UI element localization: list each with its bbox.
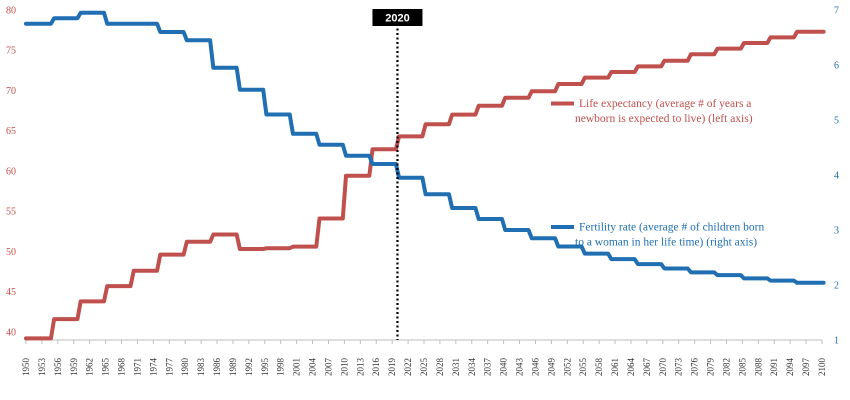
x-axis-tick-label: 2034 xyxy=(467,358,477,377)
x-axis-tick-label: 1965 xyxy=(101,358,111,377)
right-axis-tick-label: 6 xyxy=(834,61,839,72)
x-axis-tick-label: 1989 xyxy=(228,358,238,377)
x-axis-tick-label: 1986 xyxy=(212,358,222,377)
fertility-rate-line xyxy=(24,10,826,285)
legend-life-line-2: newborn is expected to live) (left axis) xyxy=(575,113,753,125)
right-axis-tick-label: 4 xyxy=(834,171,839,182)
right-axis-tick-label: 3 xyxy=(834,226,839,237)
x-axis-tick-label: 2061 xyxy=(610,358,620,376)
x-axis-tick-label: 2082 xyxy=(721,358,731,376)
x-axis-tick-label: 2100 xyxy=(817,358,827,377)
x-axis-tick-label: 2040 xyxy=(499,357,509,376)
x-axis-tick-label: 2073 xyxy=(674,358,684,377)
legend-life-expectancy: Life expectancy (average # of years a ne… xyxy=(551,98,753,125)
left-axis-tick-label: 80 xyxy=(6,6,16,17)
legend-life-line-1: Life expectancy (average # of years a xyxy=(579,98,751,110)
x-axis-tick-label: 1968 xyxy=(117,358,127,377)
x-axis-tick-label: 1995 xyxy=(260,358,270,377)
x-axis-tick-label: 1971 xyxy=(132,358,142,376)
left-axis-tick-label: 45 xyxy=(6,287,16,298)
x-axis-tick-label: 2094 xyxy=(785,358,795,377)
x-axis-tick-label: 2004 xyxy=(308,358,318,377)
x-axis-tick-label: 1953 xyxy=(37,358,47,377)
x-axis-tick-label: 2046 xyxy=(530,358,540,377)
right-axis-tick-label: 2 xyxy=(834,281,839,292)
x-axis-tick-label: 2025 xyxy=(419,358,429,377)
left-axis-tick-label: 40 xyxy=(6,327,16,338)
x-axis-tick-label: 2052 xyxy=(562,358,572,376)
left-axis-tick-label: 65 xyxy=(6,126,16,137)
x-axis-tick-label: 1992 xyxy=(244,358,254,376)
x-axis-tick-label: 2043 xyxy=(515,358,525,377)
legend-fertility-line-2: to a woman in her life time) (right axis… xyxy=(575,237,757,249)
x-axis-tick-label: 2091 xyxy=(769,358,779,376)
x-axis-tick-label: 2076 xyxy=(690,358,700,377)
x-axis-tick-label: 1998 xyxy=(276,358,286,377)
x-axis-tick-label: 1959 xyxy=(69,358,79,377)
left-axis-tick-label: 50 xyxy=(6,247,16,258)
x-axis-tick-label: 2064 xyxy=(626,358,636,377)
x-axis-tick-label: 1956 xyxy=(53,358,63,377)
x-axis-tick-label: 2028 xyxy=(435,358,445,377)
x-axis-tick-label: 2001 xyxy=(292,358,302,376)
x-axis-tick-label: 2022 xyxy=(403,358,413,376)
marker-box xyxy=(372,9,423,26)
x-axis-tick-label: 1983 xyxy=(196,358,206,377)
left-axis-tick-label: 55 xyxy=(6,207,16,218)
right-axis-tick-label: 5 xyxy=(834,116,839,127)
left-axis-tick-label: 60 xyxy=(6,166,16,177)
x-axis-tick-label: 2088 xyxy=(753,358,763,377)
x-axis-tick-label: 2097 xyxy=(801,358,811,377)
legend-fertility-rate: Fertility rate (average # of children bo… xyxy=(551,222,764,249)
right-axis-tick-label: 1 xyxy=(834,336,839,347)
x-axis-tick-label: 2019 xyxy=(387,358,397,377)
x-axis-tick-label: 2058 xyxy=(594,358,604,377)
x-axis-tick-label: 1980 xyxy=(180,358,190,377)
left-axis-tick-label: 70 xyxy=(6,86,16,97)
left-axis-tick-label: 75 xyxy=(6,46,16,57)
x-axis-tick-label: 2049 xyxy=(546,358,556,377)
life-expectancy-line xyxy=(24,29,826,341)
x-axis-tick-label: 2016 xyxy=(371,358,381,377)
x-axis-tick-label: 2013 xyxy=(355,358,365,377)
x-axis-tick-label: 2070 xyxy=(658,358,668,377)
x-axis-tick-label: 2079 xyxy=(706,358,716,377)
x-axis-tick-label: 2010 xyxy=(339,358,349,377)
x-axis-tick-label: 2031 xyxy=(451,358,461,376)
x-axis-tick-label: 2067 xyxy=(642,358,652,377)
x-axis-tick-label: 1974 xyxy=(148,358,158,377)
x-axis-tick-label: 1977 xyxy=(164,358,174,377)
year-marker: 2020 xyxy=(372,9,423,340)
marker-label: 2020 xyxy=(385,13,409,25)
x-axis-tick-label: 2055 xyxy=(578,358,588,377)
x-axis-tick-label: 2007 xyxy=(323,358,333,377)
x-axis-tick-label: 1962 xyxy=(85,358,95,376)
x-axis-tick-label: 1950 xyxy=(21,358,31,377)
x-axis-tick-label: 2085 xyxy=(737,358,747,377)
x-axis-tick-label: 2037 xyxy=(483,358,493,377)
right-axis-tick-label: 7 xyxy=(834,6,839,17)
series-layer xyxy=(24,10,826,341)
legend-fertility-line-1: Fertility rate (average # of children bo… xyxy=(579,222,764,234)
